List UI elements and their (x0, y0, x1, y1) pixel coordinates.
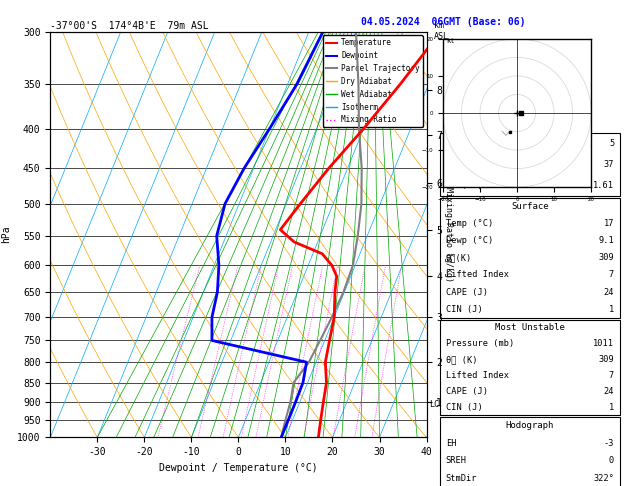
Text: StmDir: StmDir (446, 474, 477, 483)
Text: Surface: Surface (511, 202, 549, 211)
Text: 5: 5 (609, 139, 614, 148)
Text: Most Unstable: Most Unstable (495, 323, 565, 332)
Text: CIN (J): CIN (J) (446, 305, 482, 313)
Text: 0: 0 (609, 456, 614, 465)
Text: 37: 37 (604, 160, 614, 169)
Text: Dewp (°C): Dewp (°C) (446, 236, 493, 245)
Legend: Temperature, Dewpoint, Parcel Trajectory, Dry Adiabat, Wet Adiabat, Isotherm, Mi: Temperature, Dewpoint, Parcel Trajectory… (323, 35, 423, 127)
Text: CAPE (J): CAPE (J) (446, 288, 488, 296)
Text: 309: 309 (598, 355, 614, 364)
Text: 322°: 322° (593, 474, 614, 483)
Text: SREH: SREH (446, 456, 467, 465)
Text: PW (cm): PW (cm) (446, 181, 482, 190)
Text: 1: 1 (609, 402, 614, 412)
Text: Totals Totals: Totals Totals (446, 160, 514, 169)
FancyBboxPatch shape (440, 417, 620, 486)
Y-axis label: hPa: hPa (1, 226, 11, 243)
Text: Hodograph: Hodograph (506, 421, 554, 430)
Text: Temp (°C): Temp (°C) (446, 219, 493, 228)
Text: 24: 24 (604, 288, 614, 296)
Text: 7: 7 (609, 270, 614, 279)
Text: CIN (J): CIN (J) (446, 402, 482, 412)
Text: -37°00'S  174°4B'E  79m ASL: -37°00'S 174°4B'E 79m ASL (50, 21, 209, 31)
X-axis label: Dewpoint / Temperature (°C): Dewpoint / Temperature (°C) (159, 463, 318, 473)
Text: 17: 17 (604, 219, 614, 228)
Text: 1.61: 1.61 (593, 181, 614, 190)
Text: LCL: LCL (430, 400, 444, 409)
Text: θᴄ (K): θᴄ (K) (446, 355, 477, 364)
Y-axis label: Mixing Ratio (g/kg): Mixing Ratio (g/kg) (444, 187, 454, 282)
Text: 7: 7 (609, 371, 614, 380)
FancyBboxPatch shape (440, 320, 620, 415)
Text: 9.1: 9.1 (598, 236, 614, 245)
Text: Lifted Index: Lifted Index (446, 371, 509, 380)
Text: CAPE (J): CAPE (J) (446, 387, 488, 396)
FancyBboxPatch shape (440, 133, 620, 196)
Text: kt: kt (447, 37, 455, 44)
Text: 24: 24 (604, 387, 614, 396)
Text: km
ASL: km ASL (434, 21, 449, 41)
FancyBboxPatch shape (440, 198, 620, 318)
Text: EH: EH (446, 439, 456, 448)
Text: 04.05.2024  06GMT (Base: 06): 04.05.2024 06GMT (Base: 06) (361, 17, 526, 27)
Text: -3: -3 (604, 439, 614, 448)
Text: Lifted Index: Lifted Index (446, 270, 509, 279)
Text: θᴄ(K): θᴄ(K) (446, 253, 472, 262)
Text: 1011: 1011 (593, 339, 614, 348)
Text: K: K (446, 139, 451, 148)
Text: 1: 1 (609, 305, 614, 313)
Text: Pressure (mb): Pressure (mb) (446, 339, 514, 348)
Text: 309: 309 (598, 253, 614, 262)
